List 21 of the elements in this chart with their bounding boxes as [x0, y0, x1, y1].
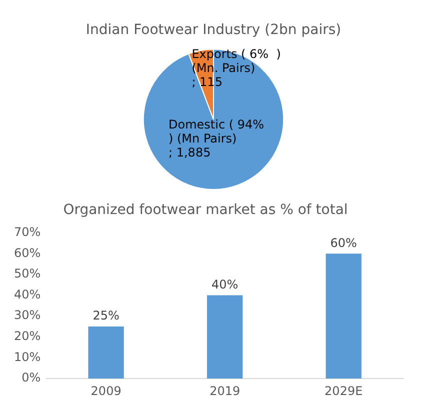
y-tick-label: 0% — [22, 370, 41, 385]
chart-title: Organized footwear market as % of total — [63, 202, 348, 218]
data-label: ; 1,885 — [168, 146, 211, 160]
y-tick-label: 50% — [14, 266, 41, 281]
chart-title: Indian Footwear Industry (2bn pairs) — [86, 22, 342, 38]
y-tick-label: 10% — [14, 350, 41, 364]
y-tick-label: 40% — [14, 287, 41, 302]
y-tick-label: 20% — [14, 329, 41, 344]
x-tick-label: 2019 — [210, 384, 240, 398]
y-tick-label: 30% — [14, 308, 41, 322]
y-tick-label: 70% — [14, 224, 41, 239]
slice-label: Domestic ( 94% ) (Mn Pairs) — [168, 118, 268, 146]
x-tick-label: 2029E — [324, 384, 363, 398]
y-tick-label: 60% — [14, 246, 41, 260]
bar — [326, 254, 362, 379]
x-tick-label: 2009 — [90, 384, 122, 398]
data-label: 25% — [92, 308, 120, 323]
bar — [207, 295, 243, 379]
data-label: 40% — [212, 277, 238, 292]
data-label: 60% — [330, 236, 357, 250]
bar — [88, 326, 124, 379]
